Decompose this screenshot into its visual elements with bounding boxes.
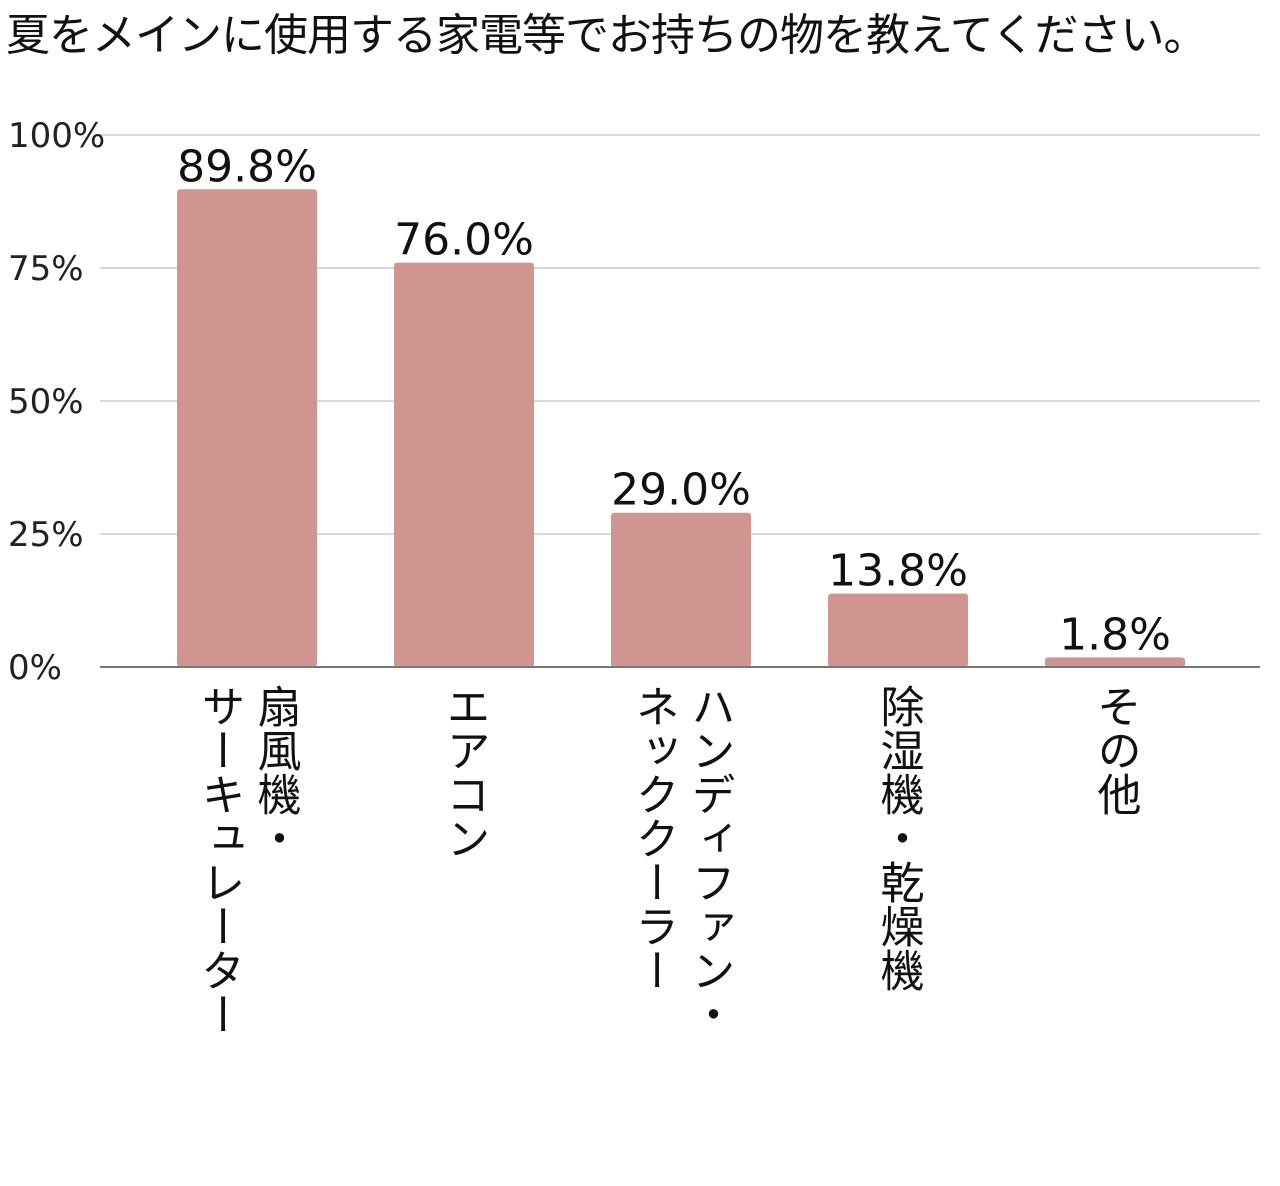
category-label: 扇風機・ [250, 684, 301, 860]
category-label: その他 [1090, 684, 1142, 816]
category-label: ネッククーラー [628, 684, 679, 992]
y-tick-label: 50% [8, 382, 84, 422]
data-label: 29.0% [611, 465, 751, 516]
data-label: 89.8% [177, 141, 317, 192]
bar [611, 512, 751, 667]
data-label: 76.0% [394, 215, 534, 266]
y-tick-label: 0% [8, 648, 62, 688]
y-tick-label: 75% [8, 249, 84, 289]
data-label: 13.8% [828, 546, 968, 597]
y-tick-label: 100% [8, 116, 105, 156]
category-label: ハンディファン・ [684, 684, 735, 1036]
bar [394, 262, 534, 667]
category-label: エアコン [439, 684, 490, 860]
bars [177, 189, 1185, 667]
category-labels: 扇風機・サーキュレーター エアコン ハンディファン・ネッククーラー 除湿機・乾燥機 その… [194, 684, 1142, 1036]
data-labels: 89.8% 76.0% 29.0% 13.8% 1.8% [177, 141, 1171, 660]
bar [1045, 657, 1185, 667]
bar [828, 593, 968, 667]
y-tick-label: 25% [8, 515, 84, 555]
data-label: 1.8% [1059, 609, 1171, 660]
y-axis-ticks: 0% 25% 50% 75% 100% [8, 116, 105, 688]
chart-title: 夏をメインに使用する家電等でお持ちの物を教えてください。 [6, 10, 1207, 61]
category-label: サーキュレーター [194, 684, 245, 1036]
bar [177, 189, 317, 667]
category-label: 除湿機・乾燥機 [873, 684, 924, 992]
